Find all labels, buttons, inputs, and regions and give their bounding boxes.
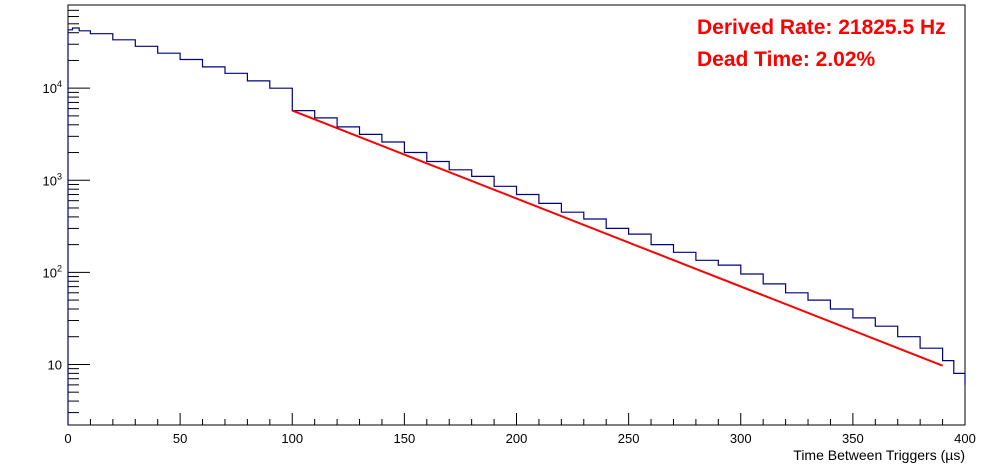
x-tick-label: 300	[730, 431, 752, 446]
x-tick-label: 100	[281, 431, 303, 446]
y-tick-label: 104	[43, 79, 62, 96]
y-tick-label: 10	[48, 357, 62, 372]
series-layer	[67, 27, 966, 425]
axes: 0 50 100 150 200 250 300 350 400 10 102 103 104	[43, 4, 976, 446]
x-tick-label: 50	[173, 431, 187, 446]
y-tick-label: 102	[43, 263, 62, 280]
x-tick-label: 0	[64, 431, 71, 446]
x-tick-label: 150	[394, 431, 416, 446]
y-tick-label: 103	[43, 171, 62, 188]
x-tick-label: 350	[842, 431, 864, 446]
fit-line	[291, 109, 943, 367]
annotation-dead-time: Dead Time: 2.02%	[697, 48, 876, 71]
x-tick-label: 200	[506, 431, 528, 446]
histogram-series	[67, 27, 966, 425]
x-tick-label: 250	[618, 431, 640, 446]
x-tick-label: 400	[954, 431, 976, 446]
annotation-rate: Derived Rate: 21825.5 Hz	[697, 16, 946, 39]
x-axis-label: Time Between Triggers (µs)	[793, 447, 965, 463]
